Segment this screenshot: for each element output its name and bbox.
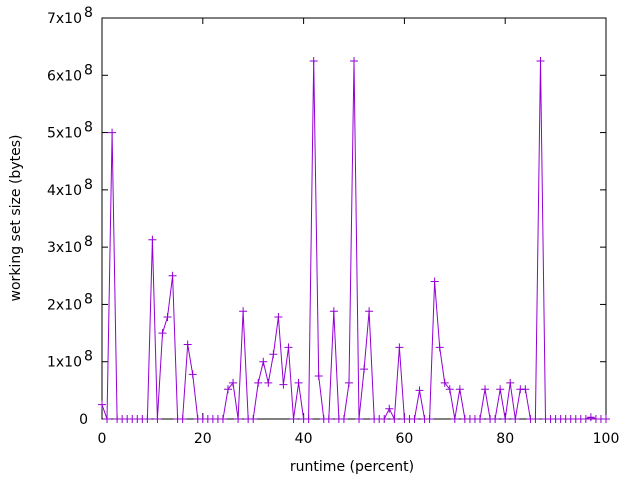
data-point <box>239 307 248 316</box>
data-point <box>521 385 530 394</box>
y-tick-exponent: 8 <box>84 120 93 136</box>
data-point <box>455 385 464 394</box>
y-tick-exponent: 8 <box>84 234 93 250</box>
x-tick-label: 80 <box>496 431 514 447</box>
data-point <box>415 386 424 395</box>
y-tick-exponent: 8 <box>84 177 93 193</box>
data-point <box>491 415 500 423</box>
y-tick-exponent: 8 <box>84 349 93 365</box>
data-point <box>360 365 369 374</box>
data-point <box>224 385 232 394</box>
data-point <box>344 378 353 387</box>
data-point <box>324 415 333 423</box>
data-point <box>506 378 515 387</box>
data-point <box>168 271 177 280</box>
y-tick-label: 6x10 <box>47 68 82 84</box>
data-point <box>254 378 263 387</box>
data-point <box>163 313 172 322</box>
y-tick-label: 7x10 <box>47 11 82 27</box>
data-point <box>385 404 394 413</box>
data-point <box>602 415 610 423</box>
data-point <box>501 415 510 423</box>
data-point <box>234 415 243 423</box>
x-tick-label: 100 <box>593 431 620 447</box>
data-point <box>445 385 454 394</box>
x-axis-label: runtime (percent) <box>290 459 414 475</box>
data-point <box>279 380 288 389</box>
data-point <box>108 128 117 137</box>
data-point <box>264 378 273 387</box>
data-point <box>153 415 162 423</box>
data-point <box>294 378 303 387</box>
data-point <box>148 235 157 244</box>
data-point <box>581 415 590 423</box>
y-tick-label: 3x10 <box>47 240 82 256</box>
x-tick-label: 60 <box>395 431 413 447</box>
y-tick-exponent: 8 <box>84 5 93 21</box>
y-tick-label: 1x10 <box>47 355 82 371</box>
data-point <box>531 415 540 423</box>
data-point <box>481 385 490 394</box>
data-point <box>430 277 439 286</box>
data-point <box>218 415 227 423</box>
x-tick-label: 40 <box>295 431 313 447</box>
data-point <box>284 343 293 352</box>
data-point <box>511 415 520 423</box>
y-tick-label: 5x10 <box>47 126 82 142</box>
x-tick-label: 0 <box>98 431 107 447</box>
data-point <box>314 372 323 381</box>
data-point <box>103 415 112 423</box>
series-line <box>101 60 606 421</box>
data-point <box>143 415 152 423</box>
data-point <box>269 350 278 359</box>
data-point <box>249 415 258 423</box>
data-point <box>450 415 459 423</box>
data-point <box>188 370 197 379</box>
y-tick-label: 0 <box>79 412 88 428</box>
y-tick-exponent: 8 <box>84 291 93 307</box>
data-point <box>178 415 187 423</box>
data-point <box>259 357 268 366</box>
data-point <box>309 56 318 65</box>
data-point <box>390 415 399 423</box>
y-axis-label: working set size (bytes) <box>8 135 24 302</box>
data-point <box>229 378 238 387</box>
data-point <box>476 415 484 423</box>
plot-border <box>101 17 607 420</box>
data-point <box>586 413 595 422</box>
data-point <box>440 378 449 387</box>
data-point <box>183 340 192 349</box>
data-point <box>425 415 434 423</box>
data-point <box>380 415 389 423</box>
data-point <box>329 307 338 316</box>
data-point <box>339 415 348 423</box>
data-point <box>496 385 505 394</box>
y-tick-label: 2x10 <box>47 297 82 313</box>
data-point <box>158 329 167 338</box>
data-point <box>365 307 374 316</box>
data-point <box>350 56 358 65</box>
data-point <box>410 415 419 423</box>
data-point <box>395 343 404 352</box>
data-point <box>274 313 283 322</box>
y-tick-exponent: 8 <box>84 62 93 78</box>
data-point <box>355 415 364 423</box>
data-point <box>536 56 545 65</box>
data-point <box>98 400 106 409</box>
x-tick-label: 20 <box>194 431 212 447</box>
data-point <box>435 343 444 352</box>
data-point <box>289 415 298 423</box>
y-tick-label: 4x10 <box>47 183 82 199</box>
data-point <box>304 415 313 423</box>
